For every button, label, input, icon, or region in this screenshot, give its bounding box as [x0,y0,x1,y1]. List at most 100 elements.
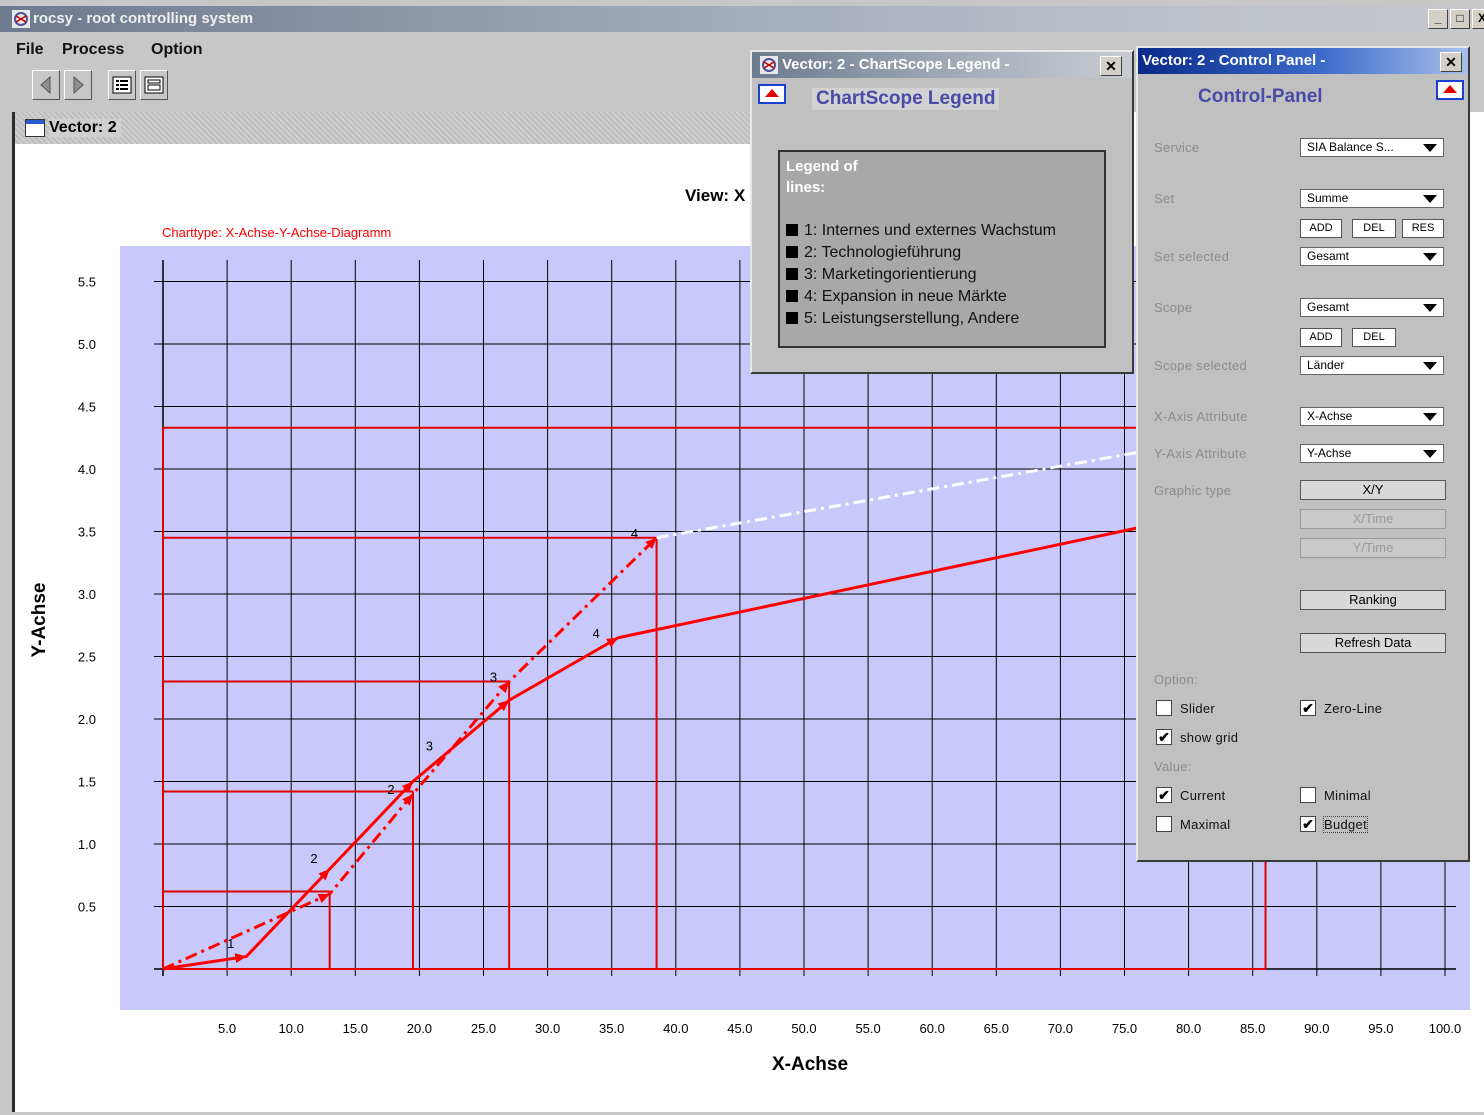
list-view-button[interactable] [108,70,136,100]
legend-heading: ChartScope Legend [812,88,1000,110]
maximal-checkbox-label: Maximal [1180,817,1231,832]
y-tick-label: 0.5 [78,900,96,915]
y-axis-attribute-label: Y-Axis Attribute [1154,446,1247,461]
legend-collapse-button[interactable] [758,84,786,104]
zero-line-checkbox-label: Zero-Line [1324,701,1383,716]
legend-item-label: 2: Technologieführung [804,244,962,261]
set-select[interactable]: Summe [1300,189,1444,208]
control-panel-heading: Control-Panel [1198,86,1323,107]
graphic-xtime-button[interactable]: X/Time [1300,509,1446,529]
toolbar [12,68,172,102]
series-point-arrow [402,794,413,806]
set-selected-label: Set selected [1154,249,1230,264]
y-axis-attribute-select[interactable]: Y-Achse [1300,444,1444,463]
data-label: 2 [387,782,394,797]
legend-swatch [786,224,798,236]
scope-selected-select[interactable]: Länder [1300,356,1444,375]
set-add-button[interactable]: ADD [1300,219,1342,238]
legend-window-title-bar: Vector: 2 - ChartScope Legend - ✕ [752,52,1132,78]
graphic-ytime-button[interactable]: Y/Time [1300,538,1446,558]
x-tick-label: 85.0 [1240,1021,1265,1036]
x-axis-attribute-label: X-Axis Attribute [1154,409,1248,424]
x-tick-label: 10.0 [279,1021,304,1036]
close-button[interactable]: X [1472,9,1484,29]
ranking-button[interactable]: Ranking [1300,590,1446,610]
list-view-icon [112,76,132,94]
inner-window-title: Vector: 2 [49,119,121,137]
y-tick-label: 5.0 [78,337,96,352]
set-selected-select[interactable]: Gesamt [1300,247,1444,266]
x-tick-label: 35.0 [599,1021,624,1036]
y-tick-label: 2.5 [78,650,96,665]
minimize-button[interactable]: _ [1428,9,1448,29]
x-tick-label: 45.0 [727,1021,752,1036]
app-logo-icon [12,10,30,28]
data-label: 3 [426,738,433,753]
chevron-down-icon [1423,450,1437,458]
y-tick-label: 1.5 [78,775,96,790]
menu-option[interactable]: Option [151,41,203,58]
zero-line-checkbox[interactable]: ✔ [1300,700,1316,716]
option-label: Option: [1154,672,1199,687]
y-tick-label: 1.0 [78,837,96,852]
refresh-data-button[interactable]: Refresh Data [1300,633,1446,653]
forward-button[interactable] [64,70,92,100]
chevron-down-icon [1423,413,1437,421]
show-grid-checkbox[interactable]: ✔ [1156,729,1172,745]
legend-item: 3: Marketingorientierung [786,266,977,284]
graphic-xy-button[interactable]: X/Y [1300,480,1446,500]
scope-add-button[interactable]: ADD [1300,328,1342,347]
budget-checkbox-label: Budget [1322,816,1369,833]
control-panel-close-button[interactable]: ✕ [1440,52,1462,72]
legend-item-label: 3: Marketingorientierung [804,266,977,283]
service-select[interactable]: SIA Balance S... [1300,138,1444,157]
scope-select[interactable]: Gesamt [1300,298,1444,317]
scope-label: Scope [1154,300,1193,315]
set-res-button[interactable]: RES [1402,219,1444,238]
legend-swatch [786,246,798,258]
y-tick-label: 3.0 [78,587,96,602]
set-del-button[interactable]: DEL [1352,219,1396,238]
x-tick-label: 40.0 [663,1021,688,1036]
x-tick-label: 95.0 [1368,1021,1393,1036]
x-tick-label: 55.0 [855,1021,880,1036]
minimal-checkbox[interactable] [1300,787,1316,803]
control-panel-collapse-button[interactable] [1436,80,1464,100]
x-tick-label: 70.0 [1048,1021,1073,1036]
data-label: 1 [227,936,234,951]
back-button[interactable] [32,70,60,100]
value-label: Value: [1154,759,1192,774]
legend-box: Legend of lines: 1: Internes und externe… [778,150,1106,348]
x-axis-attribute-value: X-Achse [1307,409,1353,423]
menu-process[interactable]: Process [62,41,125,58]
x-tick-label: 25.0 [471,1021,496,1036]
y-tick-label: 4.5 [78,400,96,415]
chevron-down-icon [1423,362,1437,370]
current-checkbox[interactable]: ✔ [1156,787,1172,803]
set-value: Summe [1307,191,1349,205]
series-point-arrow [645,537,657,550]
x-axis-attribute-select[interactable]: X-Achse [1300,407,1444,426]
menu-bar: File Process Option [0,36,1484,64]
data-label: 4 [592,626,599,641]
series-point-arrow [498,681,510,694]
control-panel-title: Vector: 2 - Control Panel - [1142,52,1326,69]
slider-checkbox[interactable] [1156,700,1172,716]
data-label: 3 [490,670,497,685]
budget-checkbox[interactable]: ✔ [1300,816,1316,832]
chevron-down-icon [1423,253,1437,261]
legend-item-label: 4: Expansion in neue Märkte [804,288,1007,305]
grid-view-button[interactable] [140,70,168,100]
view-label: View: X [685,186,746,205]
legend-swatch [786,290,798,302]
scope-value: Gesamt [1307,300,1350,314]
scope-selected-value: Länder [1307,358,1345,372]
maximal-checkbox[interactable] [1156,816,1172,832]
series-point-arrow [606,637,619,648]
menu-file[interactable]: File [16,41,44,58]
legend-close-button[interactable]: ✕ [1100,56,1122,76]
slider-checkbox-label: Slider [1180,701,1216,716]
maximize-button[interactable]: □ [1450,9,1470,29]
back-arrow-icon [40,75,51,95]
scope-del-button[interactable]: DEL [1352,328,1396,347]
